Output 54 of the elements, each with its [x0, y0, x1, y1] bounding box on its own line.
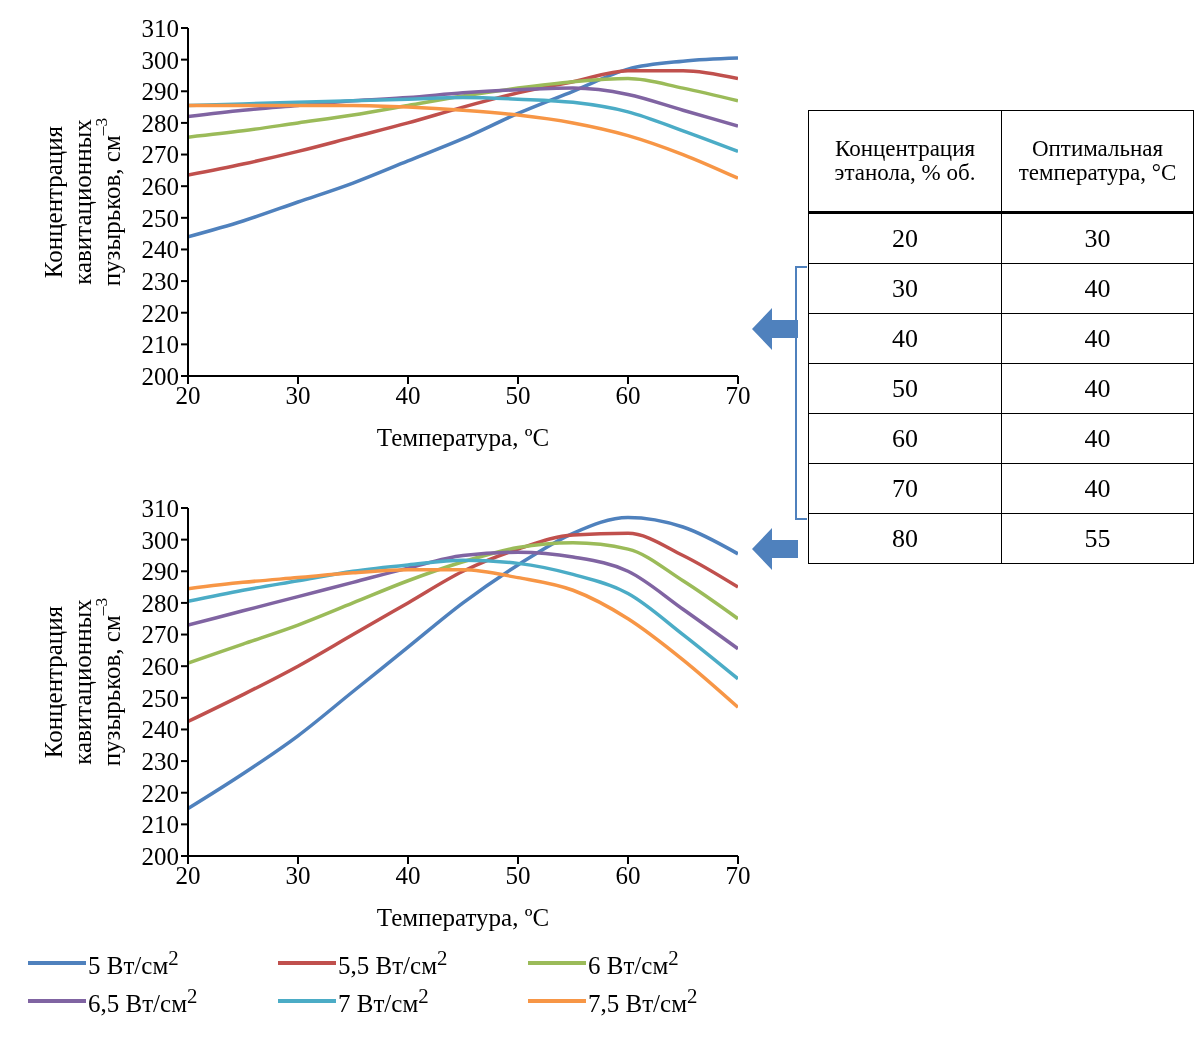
y-tick-label: 220	[141, 779, 179, 807]
x-tick-label: 30	[285, 381, 311, 409]
y-tick-label: 60	[808, 413, 1002, 464]
y-tick-label: 240	[141, 236, 179, 264]
data-label: 40	[1001, 463, 1194, 514]
x-tick-label: 40	[395, 861, 421, 889]
y-tick-label: 270	[141, 141, 179, 169]
y-tick-label: 230	[141, 267, 179, 295]
x-axis-title: Температура, ºC	[376, 424, 550, 451]
y-tick-label: 290	[141, 78, 179, 106]
y-tick-label: 70	[808, 463, 1002, 514]
x-tick-label: 60	[615, 861, 641, 889]
y-tick-label: 240	[141, 716, 179, 744]
x-tick-label: 30	[285, 861, 311, 889]
x-tick-label: 70	[725, 861, 751, 889]
y-tick-label: 210	[141, 811, 179, 839]
data-label: 30	[1001, 212, 1194, 264]
y-tick-label: 300	[141, 526, 179, 554]
y-tick-label: 310	[141, 14, 179, 42]
y-tick-label: 290	[141, 558, 179, 586]
y-axis-title: Концентрация этанола, % об.	[808, 110, 1002, 213]
y-tick-label: 30	[808, 263, 1002, 314]
x-axis-title: Температура, ºC	[376, 904, 550, 931]
y-tick-label: 270	[141, 621, 179, 649]
x-tick-label: 40	[395, 381, 421, 409]
y-tick-label: 260	[141, 173, 179, 201]
legend-label: 5 Вт/см$^{2}$	[88, 946, 179, 981]
data-label: 40	[1001, 263, 1194, 314]
legend-label: 7 Вт/см$^{2}$	[338, 984, 429, 1019]
legend-label: 6,5 Вт/см$^{2}$	[88, 984, 198, 1019]
y-tick-label: 80	[808, 513, 1002, 564]
y-tick-label: 20	[808, 212, 1002, 264]
y-tick-label: 280	[141, 589, 179, 617]
y-tick-label: 250	[141, 684, 179, 712]
legend-label: 7,5 Вт/см$^{2}$	[588, 984, 698, 1019]
y-tick-label: 230	[141, 747, 179, 775]
x-tick-label: 60	[615, 381, 641, 409]
y-tick-label: 310	[141, 494, 179, 522]
data-label: 40	[1001, 313, 1194, 364]
y-tick-label: 280	[141, 109, 179, 137]
y-tick-label: 300	[141, 46, 179, 74]
data-label: 55	[1001, 513, 1194, 564]
y-tick-label: 260	[141, 653, 179, 681]
legend-label: 6 Вт/см$^{2}$	[588, 946, 679, 981]
x-tick-label: Оптимальная температура, °C	[1001, 110, 1194, 213]
x-tick-label: 50	[505, 861, 531, 889]
y-tick-label: 220	[141, 299, 179, 327]
legend-label: 5,5 Вт/см$^{2}$	[338, 946, 448, 981]
x-tick-label: 50	[505, 381, 531, 409]
y-tick-label: 250	[141, 204, 179, 232]
x-tick-label: 70	[725, 381, 751, 409]
y-tick-label: 40	[808, 313, 1002, 364]
y-tick-label: 210	[141, 331, 179, 359]
data-label: 40	[1001, 413, 1194, 464]
